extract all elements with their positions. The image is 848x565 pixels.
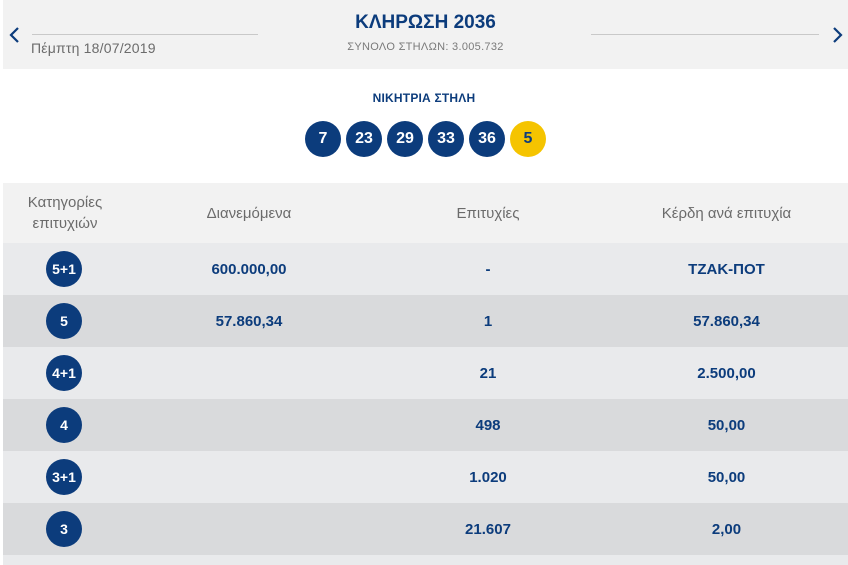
- distributed-value: [127, 347, 371, 399]
- table-row-partial: [3, 555, 848, 565]
- divider-right: [591, 34, 819, 35]
- category-badge: 4: [46, 407, 82, 443]
- category-badge: 3: [46, 511, 82, 547]
- header-prize: Κέρδη ανά επιτυχία: [661, 204, 792, 222]
- draw-title: ΚΛΗΡΩΣΗ 2036: [355, 12, 496, 33]
- table-row: 3+1 1.020 50,00: [3, 451, 848, 503]
- winning-number: 36: [469, 121, 505, 157]
- header-categories: Κατηγορίες επιτυχιών: [27, 194, 103, 232]
- winners-value: 1: [483, 312, 493, 330]
- category-badge: 5: [46, 303, 82, 339]
- winning-numbers: 7 23 29 33 36 5: [305, 121, 546, 157]
- header-winners: Επιτυχίες: [456, 204, 520, 222]
- distributed-value: [127, 451, 371, 503]
- winning-number: 29: [387, 121, 423, 157]
- prize-value: ΤΖΑΚ-ΠΟΤ: [688, 260, 765, 278]
- category-badge: 5+1: [46, 251, 82, 287]
- category-badge: 4+1: [46, 355, 82, 391]
- winning-column-label: ΝΙΚΗΤΡΙΑ ΣΤΗΛΗ: [372, 91, 476, 105]
- category-badge: 3+1: [46, 459, 82, 495]
- table-row: 4+1 21 2.500,00: [3, 347, 848, 399]
- prize-value: 2,00: [711, 520, 742, 538]
- winners-value: 21.607: [465, 520, 511, 538]
- table-header: Κατηγορίες επιτυχιών Διανεμόμενα Επιτυχί…: [3, 183, 848, 243]
- table-row: 4 498 50,00: [3, 399, 848, 451]
- winners-value: 21: [479, 364, 497, 382]
- prize-value: 57.860,34: [693, 312, 760, 330]
- draw-date: Πέμπτη 18/07/2019: [31, 40, 156, 56]
- chevron-left-icon[interactable]: [7, 24, 23, 46]
- distributed-value: [127, 503, 371, 555]
- table-row: 3 21.607 2,00: [3, 503, 848, 555]
- prize-value: 50,00: [707, 416, 746, 434]
- results-table: Κατηγορίες επιτυχιών Διανεμόμενα Επιτυχί…: [3, 183, 848, 565]
- distributed-value: 57.860,34: [215, 312, 283, 330]
- draw-header: Πέμπτη 18/07/2019 ΚΛΗΡΩΣΗ 2036 ΣΥΝΟΛΟ ΣΤ…: [3, 0, 848, 69]
- header-distributed: Διανεμόμενα: [206, 204, 292, 222]
- winning-number: 7: [305, 121, 341, 157]
- distributed-value: 600.000,00: [211, 260, 287, 278]
- bonus-number: 5: [510, 121, 546, 157]
- table-row: 5+1 600.000,00 - ΤΖΑΚ-ΠΟΤ: [3, 243, 848, 295]
- divider-left: [32, 34, 258, 35]
- distributed-value: [127, 399, 371, 451]
- winning-number: 33: [428, 121, 464, 157]
- winners-value: -: [485, 260, 491, 278]
- winning-number: 23: [346, 121, 382, 157]
- winners-value: 1.020: [469, 468, 507, 486]
- total-columns: ΣΥΝΟΛΟ ΣΤΗΛΩΝ: 3.005.732: [347, 41, 504, 53]
- winners-value: 498: [475, 416, 501, 434]
- chevron-right-icon[interactable]: [829, 24, 845, 46]
- prize-value: 50,00: [707, 468, 746, 486]
- prize-value: 2.500,00: [697, 364, 756, 382]
- table-row: 5 57.860,34 1 57.860,34: [3, 295, 848, 347]
